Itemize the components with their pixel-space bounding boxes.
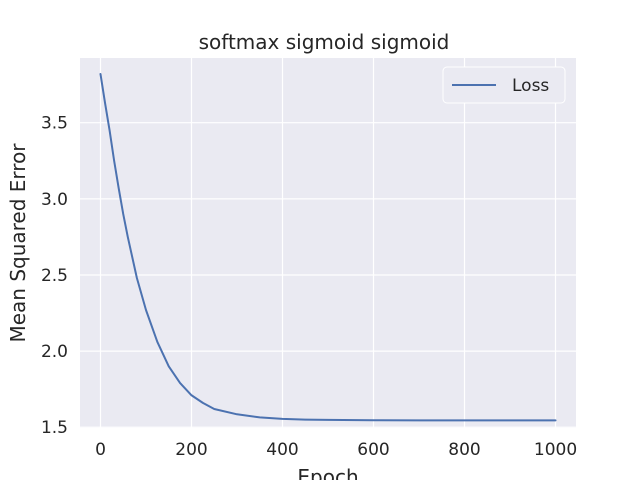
y-tick-label: 3.0 <box>41 190 68 210</box>
x-axis-ticks: 0 200 400 600 800 1000 <box>95 440 577 460</box>
x-axis-label: Epoch <box>297 465 358 480</box>
legend-label-loss: Loss <box>512 76 549 96</box>
y-tick-label: 3.5 <box>41 114 68 134</box>
x-tick-label: 600 <box>357 440 389 460</box>
y-tick-label: 2.5 <box>41 266 68 286</box>
x-tick-label: 0 <box>95 440 106 460</box>
legend: Loss <box>442 66 566 104</box>
series-line-loss <box>99 72 557 422</box>
chart-title: softmax sigmoid sigmoid <box>199 30 450 54</box>
y-tick-label: 2.0 <box>41 342 68 362</box>
y-tick-label: 1.5 <box>41 418 68 438</box>
y-axis-label: Mean Squared Error <box>6 143 30 343</box>
y-axis-ticks: 1.5 2.0 2.5 3.0 3.5 <box>41 114 68 439</box>
legend-box <box>442 66 566 104</box>
x-tick-label: 800 <box>448 440 480 460</box>
grid <box>80 58 576 428</box>
x-tick-label: 200 <box>175 440 207 460</box>
x-tick-label: 400 <box>266 440 298 460</box>
plot-background <box>80 58 576 428</box>
x-tick-label: 1000 <box>534 440 577 460</box>
